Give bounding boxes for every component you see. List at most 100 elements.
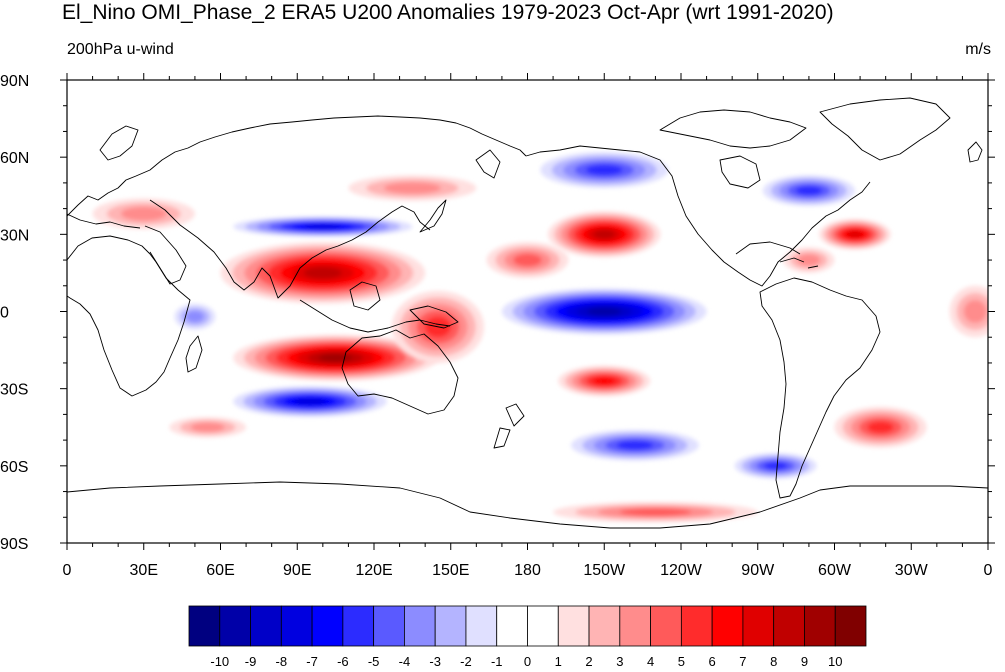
anomaly-contour-level: [190, 422, 225, 432]
coast-newzealand: [493, 403, 525, 449]
anomaly-contour-level: [795, 186, 823, 196]
colorbar-swatch: [496, 605, 528, 647]
coast-mediterranean: [67, 213, 141, 229]
anomaly-blob: [570, 429, 699, 461]
anomaly-blob: [834, 406, 927, 448]
anomaly-contour-level: [383, 182, 441, 194]
anomaly-blob: [220, 242, 426, 304]
coast-indonesia: [299, 299, 451, 333]
x-tick-label: 150E: [432, 562, 469, 579]
colorbar-label: 9: [801, 654, 808, 669]
colorbar-swatch: [834, 605, 867, 647]
x-tick-label: 90E: [283, 562, 311, 579]
anomaly-blob: [558, 365, 651, 397]
y-tick-label: 60N: [0, 150, 29, 167]
anomaly-contour-level: [318, 353, 353, 362]
colorbar-label: 4: [647, 654, 654, 669]
anomaly-contour-level: [593, 230, 615, 239]
y-tick-label: 90N: [0, 73, 29, 90]
x-tick-label: 0: [63, 562, 72, 579]
coast-antarctica: [67, 481, 988, 529]
anomaly-field: [92, 152, 988, 523]
coast-europe-asia: [67, 115, 527, 217]
coast-greenland: [819, 97, 951, 161]
colorbar-label: 6: [709, 654, 716, 669]
colorbar-label: 8: [770, 654, 777, 669]
anomaly-contour-level: [121, 206, 167, 221]
anomaly-contour-level: [963, 300, 987, 323]
colorbar-swatch: [465, 605, 498, 647]
colorbar-label: 7: [739, 654, 746, 669]
colorbar-label: -3: [429, 654, 441, 669]
coast-caribbean: [779, 257, 819, 269]
anomaly-blob: [233, 334, 438, 381]
anomaly-blob: [233, 216, 413, 237]
colorbar-label: -4: [399, 654, 411, 669]
anomaly-blob: [949, 285, 988, 338]
x-tick-label: 0: [984, 562, 993, 579]
anomaly-contour-level: [293, 398, 327, 405]
colorbar: -10 -9 -8 -7 -6 -5 -4 -3 -2 -1 0 1 2 3 4 5 6 7 8 9 10: [188, 605, 867, 669]
colorbar-swatch: [250, 605, 282, 647]
anomaly-contour-level: [797, 254, 821, 266]
colorbar-swatch: [742, 605, 775, 647]
x-tick-label: 60W: [818, 562, 852, 579]
coast-newguinea: [409, 305, 459, 329]
colorbar-swatch: [280, 605, 313, 647]
colorbar-swatch: [188, 605, 221, 647]
y-tick-label: 0: [0, 305, 9, 322]
coast-scandinavia: [99, 125, 139, 161]
coast-north-america: [525, 145, 871, 287]
colorbar-swatch: [434, 605, 467, 647]
x-tick-label: 120W: [660, 562, 703, 579]
coast-japan: [419, 199, 447, 233]
anomaly-contour-level: [619, 508, 692, 516]
coast-africa: [67, 235, 191, 397]
colorbar-swatch: [527, 605, 559, 647]
anomaly-blob: [553, 501, 758, 523]
x-tick-label: 30W: [895, 562, 929, 579]
x-tick-label: 90W: [741, 562, 775, 579]
y-tick-label: 30S: [0, 382, 28, 399]
anomaly-contour-level: [303, 224, 342, 229]
anomaly-blob: [783, 247, 835, 273]
x-tick-label: 150W: [583, 562, 626, 579]
colorbar-label: 5: [678, 654, 685, 669]
anomaly-blob: [501, 288, 707, 335]
x-tick-label: 120E: [355, 562, 392, 579]
coast-kamchatka: [475, 149, 501, 179]
coast-australia: [341, 329, 459, 415]
y-tick-label: 90S: [0, 536, 28, 553]
colorbar-swatch: [680, 605, 713, 647]
colorbar-label: -10: [210, 654, 229, 669]
colorbar-swatch: [804, 605, 836, 647]
coast-south-america: [759, 277, 881, 499]
coast-arctic-canada: [659, 109, 807, 149]
anomaly-contour-level: [616, 440, 654, 450]
colorbar-label: 1: [555, 654, 562, 669]
units-label: m/s: [965, 41, 991, 58]
anomaly-blob: [233, 386, 387, 417]
coast-uk: [967, 141, 983, 163]
anomaly-blob: [547, 211, 661, 258]
coast-hudson: [719, 155, 761, 189]
anomaly-blob: [762, 175, 855, 207]
y-tick-label: 60S: [0, 459, 28, 476]
colorbar-label: -6: [337, 654, 349, 669]
y-axis: 90N 60N 30N 0 30S 60S 90S: [0, 73, 995, 553]
y-tick-label: 30N: [0, 227, 29, 244]
colorbar-swatch: [650, 605, 682, 647]
anomaly-blob: [540, 152, 669, 189]
colorbar-label: -7: [306, 654, 318, 669]
x-tick-label: 180: [514, 562, 541, 579]
anomaly-blob: [486, 242, 569, 279]
anomaly-blob: [819, 218, 891, 250]
colorbar-label: -5: [368, 654, 380, 669]
chart-title: El_Nino OMI_Phase_2 ERA5 U200 Anomalies …: [62, 1, 834, 24]
coast-arabia: [144, 225, 187, 285]
variable-label: 200hPa u-wind: [67, 41, 174, 58]
colorbar-swatch: [404, 605, 436, 647]
plot-area: 0 30E 60E 90E 120E 150E 180 150W 120W 90W 60W 30W 0 …: [0, 73, 995, 579]
colorbar-swatch: [219, 605, 251, 647]
